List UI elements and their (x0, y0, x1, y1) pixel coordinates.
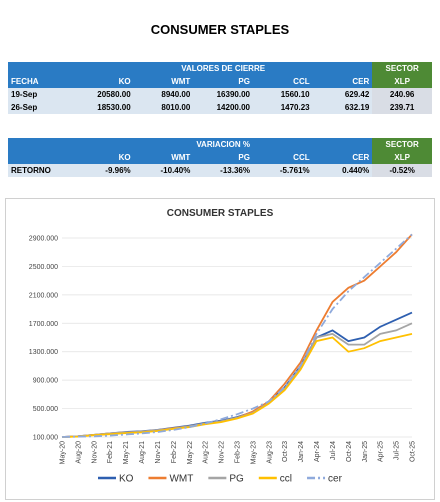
column-header: FECHA (8, 75, 74, 88)
y-tick-label: 900.000 (33, 378, 58, 385)
x-tick-label: Aug-21 (139, 441, 146, 464)
y-tick-label: 100.000 (33, 435, 58, 442)
x-tick-label: Oct-23 (282, 441, 289, 462)
table-cell: 239.71 (372, 101, 432, 114)
legend-label: WMT (169, 474, 193, 485)
x-tick-label: Oct-25 (410, 441, 417, 462)
y-tick-label: 1700.000 (29, 321, 58, 328)
x-tick-label: Oct-24 (346, 441, 353, 462)
x-tick-label: Feb-23 (235, 441, 242, 463)
column-header: KO (74, 151, 134, 164)
column-header: XLP (372, 75, 432, 88)
x-tick-label: Jul-25 (394, 441, 401, 460)
legend-label: PG (229, 474, 244, 485)
column-header: CCL (252, 75, 313, 88)
chart-title: CONSUMER STAPLES (167, 208, 274, 219)
table-cell: 20580.00 (74, 88, 134, 101)
table-cell: 629.42 (312, 88, 373, 101)
table-cell: 8010.00 (133, 101, 194, 114)
x-tick-label: May-22 (187, 441, 194, 464)
series-line (61, 233, 413, 438)
x-tick-label: May-21 (123, 441, 130, 464)
table-cell: 14200.00 (193, 101, 253, 114)
column-header: CER (312, 151, 373, 164)
x-tick-label: Jul-24 (330, 441, 337, 460)
page-title: CONSUMER STAPLES (150, 22, 290, 37)
column-header: CER (312, 75, 373, 88)
table-cell: 16390.00 (193, 88, 253, 101)
table-cell: 1470.23 (252, 101, 313, 114)
column-header: WMT (133, 75, 194, 88)
table-cell: -9.96% (74, 164, 134, 177)
table-row: RETORNO -9.96% -10.40% -13.36% -5.761% 0.440%… (8, 164, 432, 177)
x-tick-label: Feb-22 (171, 441, 178, 463)
table-cell: -0.52% (372, 164, 432, 177)
legend-label: KO (119, 474, 134, 485)
header-blank (8, 62, 74, 75)
y-tick-label: 2100.000 (29, 292, 58, 299)
column-header: PG (193, 151, 253, 164)
x-tick-label: May-23 (250, 441, 257, 464)
column-header: KO (74, 75, 134, 88)
table-cell: RETORNO (8, 164, 74, 177)
x-tick-label: Apr-25 (378, 441, 385, 462)
column-header: PG (193, 75, 253, 88)
chart-frame (5, 198, 435, 500)
table-cell: -10.40% (133, 164, 194, 177)
return-table: VARIACION % SECTOR KO WMT PG CCL CER XLP RETORNO… (8, 138, 432, 177)
table-cell: 1560.10 (252, 88, 313, 101)
series-line (61, 333, 413, 438)
legend-label: ccl (280, 474, 292, 485)
x-tick-label: Apr-24 (314, 441, 321, 462)
x-tick-label: Nov-20 (91, 441, 98, 464)
column-header: XLP (372, 151, 432, 164)
table-cell: 240.96 (372, 88, 432, 101)
legend-label: cer (328, 474, 343, 485)
y-tick-label: 1300.000 (29, 349, 58, 356)
y-tick-label: 2500.000 (29, 264, 58, 271)
table-cell: 26-Sep (8, 101, 74, 114)
column-header: CCL (252, 151, 313, 164)
table-row: FECHA KO WMT PG CCL CER XLP (8, 75, 432, 88)
sector-header: SECTOR (372, 138, 432, 151)
table-row: 19-Sep 20580.00 8940.00 16390.00 1560.10 629.… (8, 88, 432, 101)
group-header: VALORES DE CIERRE (74, 62, 373, 75)
x-tick-label: Jan-25 (362, 441, 369, 463)
header-blank (8, 138, 74, 151)
x-tick-label: Nov-22 (219, 441, 226, 464)
closing-table: VALORES DE CIERRE SECTOR FECHA KO WMT PG CCL CE… (8, 62, 432, 114)
table-row: VALORES DE CIERRE SECTOR (8, 62, 432, 75)
table-cell: -13.36% (193, 164, 253, 177)
x-tick-label: Jan-24 (298, 441, 305, 463)
table-row: 26-Sep 18530.00 8010.00 14200.00 1470.23 632.… (8, 101, 432, 114)
group-header: VARIACION % (74, 138, 373, 151)
x-tick-label: Feb-21 (107, 441, 114, 463)
x-tick-label: May-20 (60, 441, 67, 464)
x-tick-label: Aug-20 (75, 441, 82, 464)
column-header: WMT (133, 151, 194, 164)
y-tick-label: 500.000 (33, 406, 58, 413)
header-blank (8, 151, 74, 164)
sector-header: SECTOR (372, 62, 432, 75)
y-tick-label: 2900.000 (29, 236, 58, 243)
table-cell: 19-Sep (8, 88, 74, 101)
table-cell: 18530.00 (74, 101, 134, 114)
table-cell: 632.19 (312, 101, 373, 114)
table-cell: -5.761% (252, 164, 313, 177)
table-row: VARIACION % SECTOR (8, 138, 432, 151)
series-line (61, 233, 413, 438)
x-tick-label: Aug-23 (266, 441, 273, 464)
table-row: KO WMT PG CCL CER XLP (8, 151, 432, 164)
table-cell: 0.440% (312, 164, 373, 177)
x-tick-label: Aug-22 (203, 441, 210, 464)
table-cell: 8940.00 (133, 88, 194, 101)
x-tick-label: Nov-21 (155, 441, 162, 464)
